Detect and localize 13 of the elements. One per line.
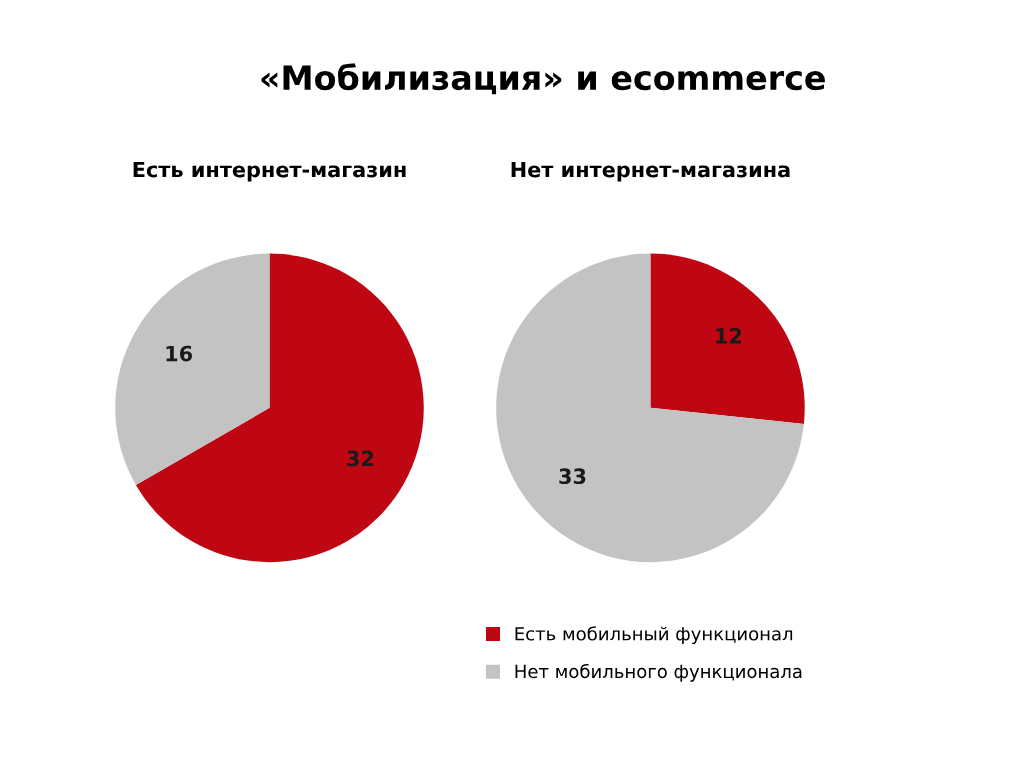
legend-label: Есть мобильный функционал <box>515 626 793 645</box>
pie-slice <box>135 253 424 563</box>
pie-slice <box>115 253 270 485</box>
data-label: 32 <box>347 450 374 467</box>
chart-subtitle: Нет интернет-магазина <box>511 161 790 182</box>
chart-title: «Мобилизация» и ecommerce <box>261 63 825 95</box>
data-label: 33 <box>559 468 586 485</box>
pie-slice <box>496 253 804 563</box>
chart-subtitle: Есть интернет-магазин <box>133 161 406 182</box>
pie-slice <box>650 253 805 424</box>
data-label: 16 <box>166 345 193 362</box>
data-label: 12 <box>716 327 742 344</box>
legend-label: Нет мобильного функционала <box>515 663 802 682</box>
